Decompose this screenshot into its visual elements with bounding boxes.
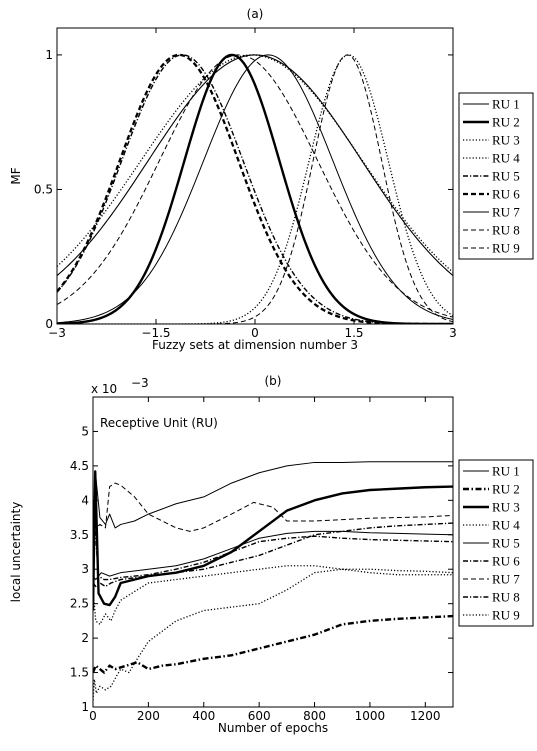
series-line-ru-1 — [93, 461, 453, 570]
y-tick-label: 1 — [81, 700, 89, 714]
x-tick-label: 1200 — [410, 709, 441, 723]
series-line-ru-9 — [93, 568, 453, 701]
legend-label: RU 9 — [492, 241, 520, 256]
y-tick-label: 5 — [81, 424, 89, 438]
legend-label: RU 7 — [492, 205, 520, 220]
annotation-text: Receptive Unit (RU) — [100, 416, 218, 430]
series-line-ru-2 — [93, 614, 453, 674]
x-axis-label: Number of epochs — [218, 721, 328, 735]
panel-a: −3 −1.5 0 1.5 3 0 0.5 1 (a) Fuzzy sets at dimensi… — [9, 7, 534, 352]
legend-label: RU 8 — [492, 590, 520, 605]
axes-frame — [92, 396, 454, 708]
y-tick-label: 2.5 — [70, 597, 89, 611]
legend-label: RU 5 — [492, 169, 520, 184]
x-tick-label: 1000 — [355, 709, 386, 723]
series-line-ru-5 — [93, 530, 453, 581]
legend-label: RU 3 — [492, 500, 520, 515]
legend-label: RU 9 — [492, 608, 520, 623]
series-line-ru-3 — [93, 470, 453, 611]
panel-b: 0 200 400 600 800 1000 1200 1 1.5 2 2.5 3 3.5 4 4.5 5 (b… — [9, 374, 534, 735]
series-line-ru-1 — [57, 54, 453, 276]
y-tick-label: 4.5 — [70, 459, 89, 473]
series-line-ru-4 — [93, 565, 453, 625]
y-tick-label: 2 — [81, 631, 89, 645]
chart-title: (a) — [247, 7, 264, 21]
legend-label: RU 2 — [492, 482, 520, 497]
series-line-ru-6 — [93, 500, 453, 581]
x-tick-label: 200 — [137, 709, 160, 723]
legend-label: RU 4 — [492, 151, 520, 166]
series-group — [57, 53, 453, 324]
x-tick-label: 400 — [192, 709, 215, 723]
y-axis-label: local uncertainty — [9, 502, 23, 603]
legend-label: RU 1 — [492, 464, 520, 479]
series-line-ru-6 — [57, 53, 453, 324]
y-tick-label: 1 — [45, 48, 53, 62]
series-line-ru-7 — [57, 54, 453, 324]
legend-label: RU 6 — [492, 554, 520, 569]
series-line-ru-3 — [57, 54, 453, 324]
x-tick-label: −1.5 — [141, 326, 170, 340]
legend-label: RU 7 — [492, 572, 520, 587]
scale-factor-exponent: −3 — [131, 376, 149, 390]
x-tick-label: 1.5 — [344, 326, 363, 340]
y-tick-label: 3 — [81, 562, 89, 576]
series-line-ru-7 — [93, 482, 453, 532]
legend-label: RU 8 — [492, 223, 520, 238]
legend-label: RU 5 — [492, 536, 520, 551]
y-tick-label: 3.5 — [70, 528, 89, 542]
scale-factor-label: x 10 — [91, 382, 117, 396]
chart-title: (b) — [265, 374, 282, 388]
x-axis-label: Fuzzy sets at dimension number 3 — [152, 338, 358, 352]
y-tick-label: 1.5 — [70, 666, 89, 680]
x-tick-label: −3 — [48, 326, 66, 340]
y-axis-label: MF — [9, 167, 23, 184]
legend-label: RU 4 — [492, 518, 520, 533]
x-tick-label: 600 — [248, 709, 271, 723]
legend-label: RU 3 — [492, 133, 520, 148]
y-tick-label: 0.5 — [34, 182, 53, 196]
series-line-ru-8 — [93, 522, 453, 588]
legend-label: RU 1 — [492, 97, 520, 112]
y-tick-label: 0 — [45, 317, 53, 331]
x-tick-label: 0 — [251, 326, 259, 340]
axes-frame — [56, 27, 454, 325]
series-group — [93, 461, 453, 701]
legend-label: RU 2 — [492, 115, 520, 130]
legend-label: RU 6 — [492, 187, 520, 202]
x-tick-label: 800 — [303, 709, 326, 723]
legend-box — [458, 92, 534, 260]
x-tick-label: 0 — [89, 709, 97, 723]
series-line-ru-9 — [57, 54, 453, 318]
x-tick-label: 3 — [449, 326, 457, 340]
y-tick-label: 4 — [81, 493, 89, 507]
